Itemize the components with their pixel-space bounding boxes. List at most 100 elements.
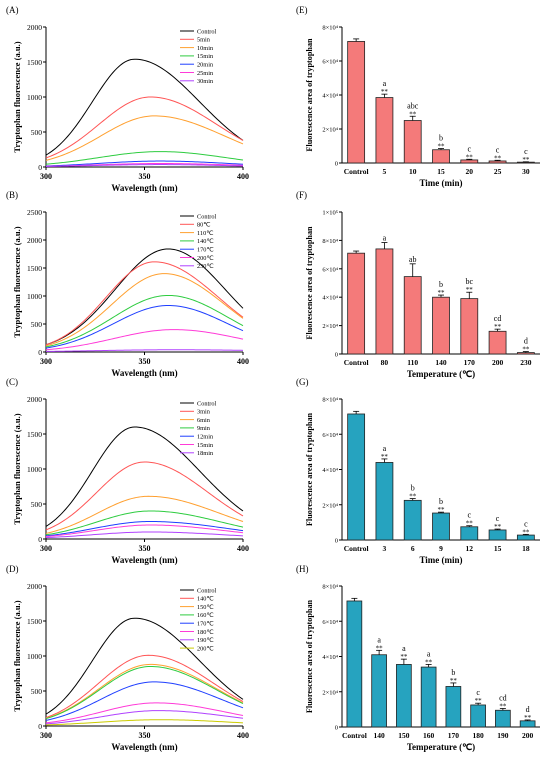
series-line (45, 663, 244, 719)
bar (347, 41, 366, 164)
series-line (45, 510, 244, 536)
series-line (45, 617, 244, 715)
legend-label: 200℃ (197, 255, 214, 262)
x-axis-title: Temperature (℃) (407, 742, 475, 752)
x-tick-label: Control (342, 731, 367, 740)
y-axis-title: Fluorescence area of tryptophan (305, 38, 314, 152)
bar (488, 529, 507, 541)
significance-mark: ** (475, 697, 483, 705)
x-tick-label: 18 (522, 544, 530, 553)
significance-mark: ** (494, 154, 502, 162)
y-tick-label: 500 (31, 320, 43, 329)
letter-label: cd (499, 693, 507, 702)
significance-mark: ** (400, 653, 408, 661)
significance-mark: ** (524, 714, 532, 722)
series-line (45, 531, 244, 539)
y-tick-label: 1000 (27, 465, 42, 474)
bar-chart-panel: (F) 0 2×10⁴ 4×10⁴ 6×10⁴ 8×10⁴ 1×10⁵ Control a 80 a… (296, 190, 540, 379)
x-tick-label: 140 (435, 358, 447, 367)
y-tick-label: 500 (31, 128, 43, 137)
significance-mark: ** (522, 346, 530, 354)
significance-mark: ** (450, 677, 458, 685)
bar (432, 296, 450, 355)
legend-label: 20min (197, 62, 214, 69)
x-tick-label: 140 (374, 731, 386, 740)
y-tick-label: 2500 (27, 208, 42, 217)
letter-label: abc (407, 101, 419, 110)
series-line (45, 160, 244, 167)
y-tick-label: 0 (38, 535, 42, 544)
panel-label: (A) (6, 5, 19, 15)
series-line (45, 273, 244, 347)
significance-mark: ** (466, 286, 474, 294)
x-axis-title: Temperature (℃) (407, 369, 475, 379)
series-line (45, 524, 244, 538)
x-tick-label: 400 (237, 357, 249, 366)
y-tick-label: 0 (38, 163, 42, 172)
bar-chart-panel: (H)02×10⁴4×10⁴6×10⁴8×10⁴Control**a140**a… (296, 564, 540, 752)
bar (460, 298, 479, 355)
legend-label: 5min (197, 37, 211, 44)
letter-label: bc (466, 277, 474, 286)
x-axis-title: Wavelength (nm) (111, 742, 177, 752)
y-tick-label: 8×10⁴ (322, 25, 338, 32)
y-tick-label: 0 (335, 725, 338, 732)
y-tick-label: 4×10⁴ (322, 93, 338, 100)
significance-mark: ** (381, 88, 389, 96)
legend-label: Control (197, 400, 216, 407)
x-tick-label: 350 (139, 172, 151, 181)
letter-label: d (524, 337, 528, 346)
x-tick-label: 190 (497, 731, 509, 740)
y-axis-title: Tryptophan fluorescence (a.u.) (12, 41, 22, 152)
x-tick-label: 300 (40, 544, 52, 553)
y-axis-title: Fluorescence area of tryptophan (305, 412, 314, 526)
bar (371, 654, 387, 728)
letter-label: a (383, 234, 387, 243)
legend-label: 6min (197, 417, 211, 424)
bar (460, 526, 479, 541)
letter-label: a (427, 649, 431, 658)
x-tick-label: 110 (407, 358, 418, 367)
bar (347, 252, 366, 355)
significance-mark: ** (438, 289, 446, 297)
x-tick-label: 230 (520, 358, 532, 367)
legend-label: 200℃ (197, 645, 214, 652)
y-tick-label: 2×10⁴ (322, 127, 338, 134)
letter-label: a (377, 635, 381, 644)
significance-mark: ** (494, 323, 502, 331)
y-tick-label: 4×10⁴ (322, 295, 338, 302)
y-tick-label: 2000 (27, 395, 42, 404)
y-tick-label: 8×10⁴ (322, 584, 338, 591)
y-tick-label: 0 (335, 352, 338, 359)
legend-label: 10min (197, 45, 214, 52)
bar (403, 120, 422, 164)
x-tick-label: 12 (466, 544, 474, 553)
y-axis-title: Fluorescence area of tryptophan (305, 226, 314, 340)
panel-label: (D) (6, 564, 19, 574)
bar (470, 704, 486, 728)
bar (495, 709, 511, 728)
significance-mark: ** (466, 153, 474, 161)
y-axis-title: Tryptophan fluorescence (a.u.) (12, 413, 22, 524)
x-tick-label: Control (344, 358, 369, 367)
significance-mark: ** (466, 520, 474, 528)
x-tick-label: 150 (398, 731, 410, 740)
y-tick-label: 2×10⁴ (322, 323, 338, 330)
panel-label: (G) (296, 377, 309, 387)
legend-label: Control (197, 28, 216, 35)
y-axis-title: Tryptophan fluorescence (a.u.) (12, 600, 22, 711)
x-tick-label: 350 (139, 731, 151, 740)
line-chart-panel: (B) 0 500 1000 1500 2000 2500 300 350 400 Waveleng… (6, 190, 249, 378)
legend-label: 80℃ (197, 222, 210, 229)
x-tick-label: 3 (383, 544, 387, 553)
legend-label: 230℃ (197, 263, 214, 270)
y-tick-label: 1500 (27, 264, 42, 273)
series-line (45, 329, 244, 351)
series-line (45, 294, 244, 348)
letter-label: b (439, 134, 443, 143)
bar-chart-panel: (G)02×10⁴4×10⁴6×10⁴8×10⁴Control**a3**b6*… (296, 377, 540, 565)
series-line (45, 665, 244, 720)
x-axis-title: Wavelength (nm) (111, 555, 177, 565)
